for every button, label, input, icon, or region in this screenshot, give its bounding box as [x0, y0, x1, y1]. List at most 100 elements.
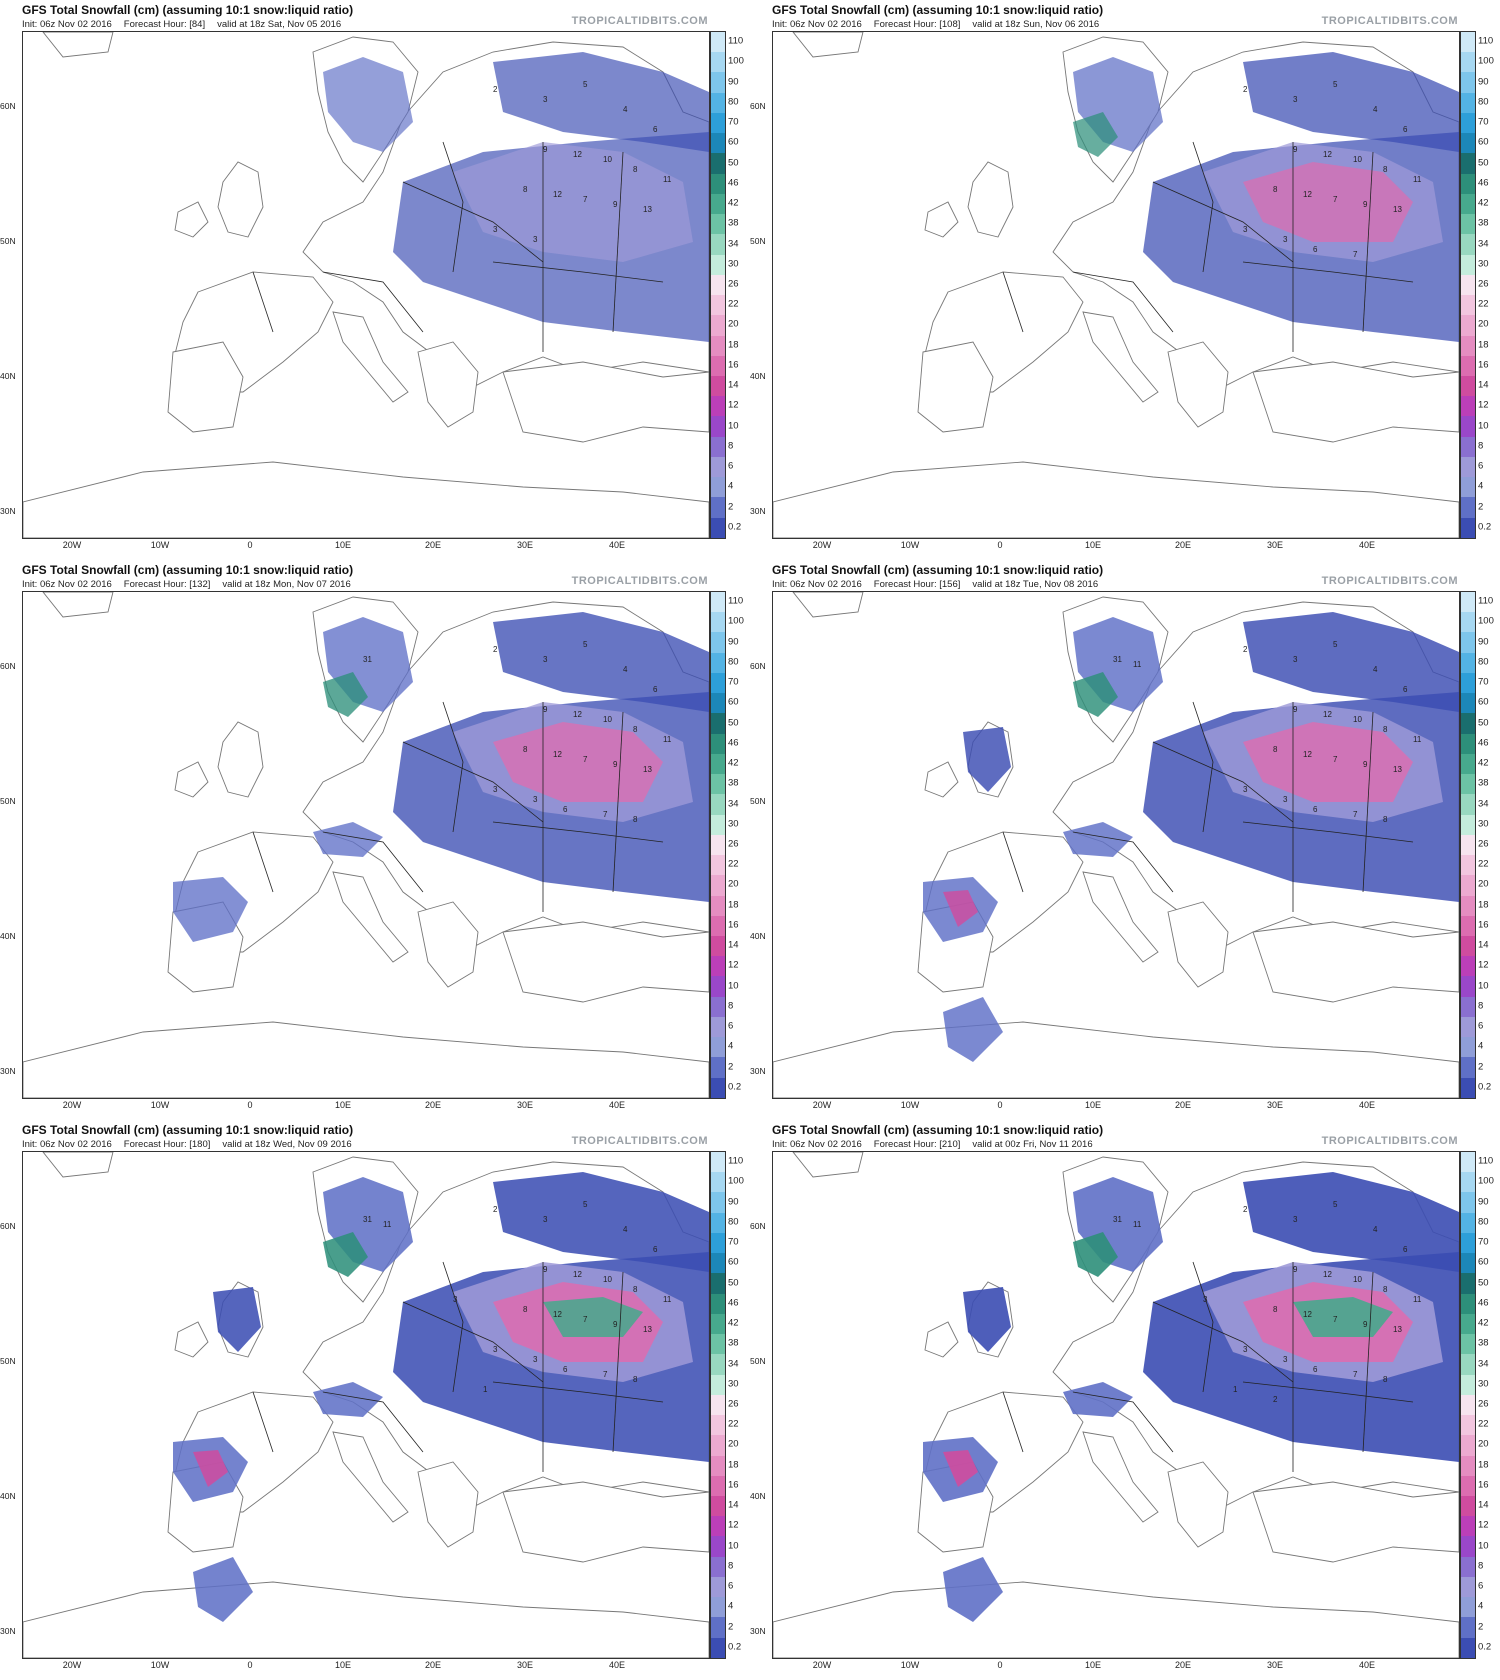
snow-total-label: 10: [1353, 1275, 1362, 1284]
colorbar-segment: [711, 1016, 725, 1038]
longitude-label: 40E: [608, 1100, 626, 1110]
colorbar-segment: [1461, 1475, 1475, 1496]
colorbar-label: 38: [728, 217, 739, 229]
colorbar-label: 6: [728, 1580, 734, 1592]
landmass-3: [967, 161, 1014, 238]
colorbar-label: 22: [728, 1418, 739, 1430]
colorbar-label: 42: [1478, 757, 1489, 769]
snow-total-label: 11: [663, 1295, 672, 1304]
subtitle-init: Init: 06z Nov 02 2016: [772, 1139, 862, 1150]
colorbar-label: 42: [728, 1317, 739, 1329]
landmass-7: [332, 1431, 409, 1523]
colorbar-label: 16: [728, 919, 739, 931]
snow-total-label: 12: [1323, 150, 1332, 159]
colorbar-label: 100: [1478, 55, 1494, 67]
colorbar-label: 4: [1478, 480, 1484, 492]
colorbar-label: 0.2: [1478, 521, 1492, 533]
site-watermark: TROPICALTIDBITS.COM: [571, 575, 708, 587]
snow-total-label: 6: [653, 1245, 658, 1254]
snow-total-label: 7: [603, 810, 608, 819]
latitude-label: 30N: [0, 506, 16, 516]
snow-region-5: [1243, 722, 1413, 802]
colorbar-label: 10: [728, 980, 739, 992]
colorbar-segment: [1461, 355, 1475, 376]
colorbar-label: 50: [728, 157, 739, 169]
colorbar-segment: [711, 1253, 725, 1274]
snow-total-label: 8: [1383, 725, 1388, 734]
colorbar-label: 60: [728, 136, 739, 148]
colorbar-label: 46: [728, 1297, 739, 1309]
snow-total-label: 11: [663, 735, 672, 744]
latitude-label: 40N: [0, 371, 16, 381]
latitude-label: 30N: [750, 506, 766, 516]
snow-total-label: 7: [1353, 250, 1358, 259]
snow-region-3: [1243, 52, 1459, 152]
longitude-label: 10E: [1084, 1100, 1102, 1110]
snow-total-label: 3: [1243, 225, 1248, 234]
border-line-5: [1072, 271, 1174, 333]
map-panel-2: GFS Total Snowfall (cm) (assuming 10:1 s…: [750, 0, 1500, 560]
colorbar-segment: [711, 1536, 725, 1557]
colorbar-label: 4: [728, 480, 734, 492]
snow-total-label: 5: [1333, 1200, 1338, 1209]
snowfall-map: 2 3 5 4 6 9 12 10 8 11 8 12 7 9 13 3 3 6 7 8 31 11 3 1 2: [772, 1151, 1460, 1659]
snow-region-11: [963, 1287, 1011, 1352]
snow-total-label: 12: [1303, 750, 1312, 759]
longitude-label: 20W: [812, 1100, 832, 1110]
landmass-4: [174, 761, 209, 798]
colorbar-label: 70: [1478, 676, 1489, 688]
snow-region-7: [313, 1382, 383, 1417]
snow-total-label: 8: [1273, 185, 1278, 194]
colorbar-label: 16: [1478, 359, 1489, 371]
colorbar-label: 20: [728, 1438, 739, 1450]
latitude-label: 50N: [750, 796, 766, 806]
colorbar-segment: [1461, 375, 1475, 397]
colorbar-segment: [711, 1057, 725, 1078]
map-canvas: 2 3 5 4 6 9 12 10 8 11 8 12 7 9 13 3 3: [23, 32, 709, 538]
snow-total-label: 10: [603, 715, 612, 724]
snow-region-5: [1243, 162, 1413, 242]
snow-total-label: 11: [1413, 1295, 1422, 1304]
snow-region-6: [543, 1297, 643, 1337]
subtitle-init: Init: 06z Nov 02 2016: [772, 19, 862, 30]
colorbar-label: 46: [728, 737, 739, 749]
colorbar-label: 2: [728, 1621, 734, 1633]
colorbar-segment: [1461, 1576, 1475, 1598]
colorbar-label: 8: [1478, 1560, 1484, 1572]
colorbar-segment: [711, 254, 725, 275]
snow-region-10: [1073, 1232, 1118, 1277]
colorbar-label: 46: [728, 177, 739, 189]
snow-total-label: 3: [543, 655, 548, 664]
colorbar-label: 4: [1478, 1040, 1484, 1052]
colorbar-label: 12: [1478, 1519, 1489, 1531]
landmass-11: [792, 32, 864, 58]
subtitle-forecast: Forecast Hour: [84]: [123, 19, 206, 30]
subtitle-valid: valid at 18z Tue, Nov 08 2016: [972, 579, 1099, 590]
snow-region-3: [1243, 612, 1459, 712]
border-line-2: [442, 141, 464, 273]
colorbar-segment: [711, 396, 725, 417]
colorbar-label: 80: [728, 96, 739, 108]
snow-total-label: 3: [1283, 795, 1288, 804]
snow-total-label: 9: [1363, 200, 1368, 209]
snow-total-label: 10: [1353, 715, 1362, 724]
colorbar-label: 38: [1478, 777, 1489, 789]
border-line-6: [252, 1391, 274, 1453]
snow-total-label: 8: [523, 1305, 528, 1314]
colorbar-label: 110: [728, 1155, 744, 1167]
landmass-4: [924, 761, 959, 798]
colorbar-segment: [1461, 1536, 1475, 1557]
landmass-6: [917, 341, 994, 433]
snow-total-label: 1: [1233, 1385, 1238, 1394]
colorbar-segment: [1461, 1495, 1475, 1517]
colorbar-label: 110: [728, 35, 744, 47]
colorbar-label: 80: [728, 1216, 739, 1228]
snow-total-label: 4: [623, 105, 628, 114]
site-watermark: TROPICALTIDBITS.COM: [1321, 15, 1458, 27]
colorbar-segment: [1461, 1077, 1475, 1098]
border-line-1: [1152, 181, 1294, 263]
colorbar-segment: [711, 416, 725, 437]
colorbar-segment: [1461, 517, 1475, 538]
landmass-8: [417, 1461, 479, 1548]
landmass-9: [502, 1481, 709, 1563]
